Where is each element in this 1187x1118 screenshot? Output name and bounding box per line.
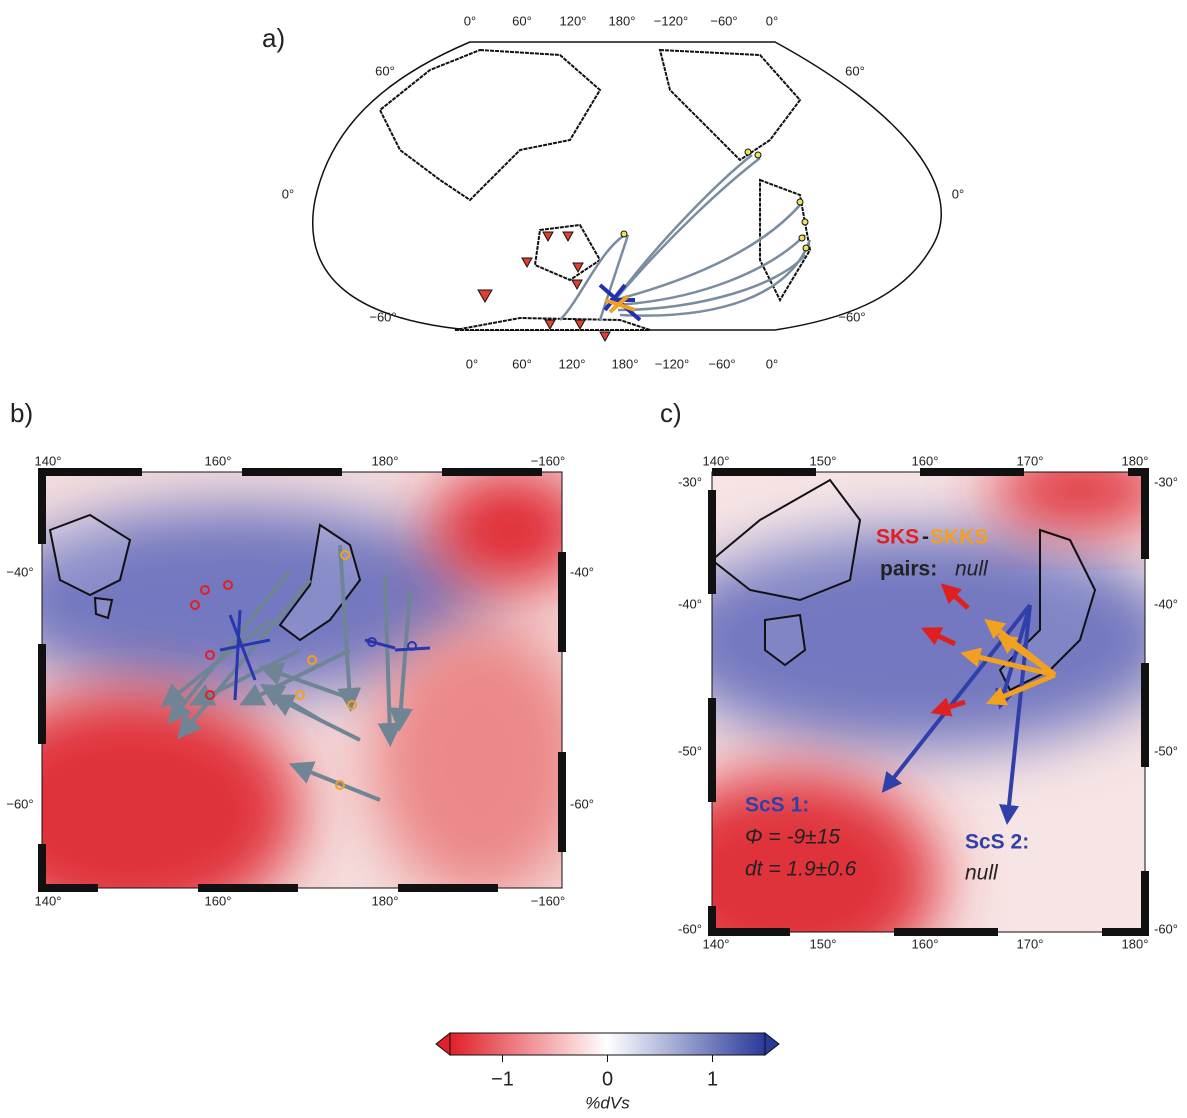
panel-b-map bbox=[38, 468, 566, 892]
lon-label: −60° bbox=[710, 13, 737, 28]
lon-label: 180° bbox=[1122, 936, 1149, 951]
lat-label: −60° bbox=[369, 309, 396, 324]
lon-label: 160° bbox=[912, 453, 939, 468]
annotation: - bbox=[922, 526, 929, 549]
split-bars-orange bbox=[604, 294, 636, 314]
lon-label: 0° bbox=[464, 13, 476, 28]
colorbar-low-end bbox=[435, 1031, 451, 1057]
colorbar-tick-label: 0 bbox=[602, 1068, 613, 1090]
slow-anomaly bbox=[430, 472, 562, 590]
stations bbox=[190, 550, 417, 790]
lat-label: 60° bbox=[845, 63, 865, 78]
annotation: SKS bbox=[876, 526, 919, 549]
annotation: Φ = -9±15 bbox=[745, 826, 840, 849]
map-border bbox=[41, 471, 563, 889]
lon-label: 0° bbox=[766, 13, 778, 28]
colorbar-tick-label: −1 bbox=[491, 1068, 514, 1090]
slow-anomaly bbox=[42, 690, 300, 888]
panel-c-map bbox=[708, 468, 1149, 936]
lat-label: −60° bbox=[6, 796, 33, 811]
lon-label: 140° bbox=[703, 453, 730, 468]
events bbox=[620, 148, 810, 252]
stations bbox=[477, 231, 611, 343]
lat-label: -50° bbox=[1154, 743, 1178, 758]
annotation: SKKS bbox=[930, 526, 988, 549]
lon-label: 120° bbox=[560, 13, 587, 28]
lon-label: 140° bbox=[35, 453, 62, 468]
lon-label: 170° bbox=[1017, 453, 1044, 468]
lat-label: -30° bbox=[678, 474, 702, 489]
sks-skks-arrows bbox=[960, 618, 1057, 706]
lon-label: 180° bbox=[1122, 453, 1149, 468]
annotation: null bbox=[965, 862, 999, 885]
lon-label: 160° bbox=[912, 936, 939, 951]
lon-label: −120° bbox=[655, 356, 689, 371]
lon-label: 0° bbox=[466, 356, 478, 371]
lon-label: −120° bbox=[654, 13, 688, 28]
lat-label: -40° bbox=[678, 596, 702, 611]
ray-paths bbox=[559, 154, 812, 321]
lon-label: 170° bbox=[1017, 936, 1044, 951]
colorbar-tick-label: 1 bbox=[707, 1068, 718, 1090]
lon-label: 140° bbox=[703, 936, 730, 951]
null-bars bbox=[219, 609, 431, 701]
lat-label: -60° bbox=[570, 796, 594, 811]
land bbox=[378, 48, 812, 331]
lon-label: 150° bbox=[810, 936, 837, 951]
lon-label: 150° bbox=[810, 453, 837, 468]
lon-label: 160° bbox=[205, 893, 232, 908]
lon-label: −160° bbox=[531, 893, 565, 908]
split-arrows bbox=[160, 544, 413, 802]
lon-label: 180° bbox=[372, 893, 399, 908]
lon-label: 180° bbox=[609, 13, 636, 28]
slow-anomaly bbox=[712, 770, 940, 932]
annotation: ScS 2: bbox=[965, 831, 1029, 854]
lat-label: -30° bbox=[1154, 474, 1178, 489]
lat-label: 0° bbox=[282, 186, 294, 201]
lon-label: 140° bbox=[35, 893, 62, 908]
colorbar-high-end bbox=[764, 1031, 780, 1057]
panel-label: a) bbox=[262, 23, 285, 53]
panel-label: b) bbox=[10, 398, 33, 428]
lat-label: 0° bbox=[952, 186, 964, 201]
lat-label: -40° bbox=[570, 564, 594, 579]
lon-label: 120° bbox=[559, 356, 586, 371]
lat-label: −60° bbox=[838, 309, 865, 324]
annotation: ScS 1: bbox=[745, 794, 809, 817]
lat-label: -60° bbox=[678, 921, 702, 936]
lon-label: 60° bbox=[512, 356, 532, 371]
lat-label: -50° bbox=[678, 743, 702, 758]
lon-label: 180° bbox=[372, 453, 399, 468]
sks-null-arrows bbox=[920, 583, 970, 717]
annotation: dt = 1.9±0.6 bbox=[745, 858, 857, 881]
colorbar-gradient bbox=[449, 1032, 766, 1056]
map-border bbox=[711, 471, 1146, 933]
slow-anomaly bbox=[370, 620, 562, 888]
lat-label: −40° bbox=[6, 564, 33, 579]
annotation: pairs: bbox=[880, 558, 937, 581]
colorbar-label: %dVs bbox=[585, 1093, 630, 1112]
annotation: null bbox=[955, 558, 989, 581]
world-map bbox=[312, 41, 942, 343]
lon-label: −60° bbox=[708, 356, 735, 371]
lat-label: 60° bbox=[375, 63, 395, 78]
lon-label: 160° bbox=[205, 453, 232, 468]
lon-label: 180° bbox=[612, 356, 639, 371]
slow-anomaly bbox=[990, 472, 1145, 530]
land bbox=[48, 513, 362, 642]
lon-label: −160° bbox=[531, 453, 565, 468]
lat-label: -40° bbox=[1154, 596, 1178, 611]
colorbar bbox=[435, 1031, 780, 1057]
lon-label: 60° bbox=[512, 13, 532, 28]
lon-label: 0° bbox=[766, 356, 778, 371]
panel-label: c) bbox=[660, 398, 682, 428]
lat-label: -60° bbox=[1154, 921, 1178, 936]
